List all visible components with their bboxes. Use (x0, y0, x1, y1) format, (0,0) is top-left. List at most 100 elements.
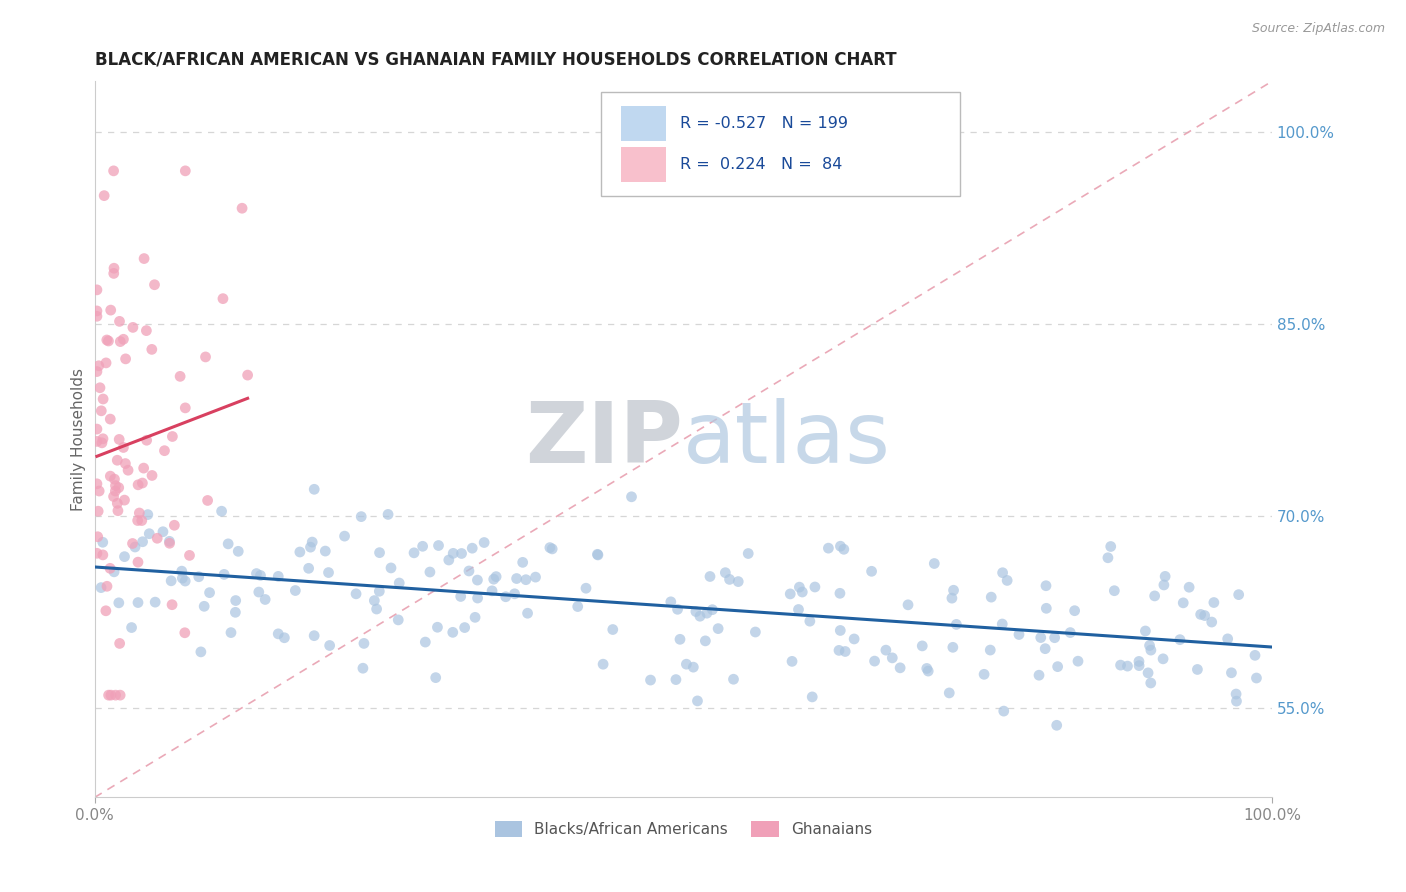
Point (1135, 624, 1157, 638)
Point (911, 639, 934, 653)
Point (108, 314, 131, 328)
Point (193, 599, 215, 614)
Point (1194, 608, 1216, 623)
Point (707, 622, 730, 636)
Point (160, 598, 183, 612)
Point (160, 574, 183, 588)
Point (718, 573, 741, 587)
Point (696, 606, 718, 620)
Point (387, 613, 409, 627)
Point (86, 546, 108, 560)
Point (1046, 718, 1069, 732)
Point (467, 591, 489, 605)
Point (128, 506, 150, 520)
Point (121, 621, 143, 635)
Point (897, 598, 920, 612)
Point (132, 461, 155, 475)
Point (1063, 604, 1085, 618)
Point (87, 504, 110, 518)
Point (586, 547, 609, 561)
Point (1104, 583, 1126, 598)
Point (1137, 665, 1160, 680)
Point (211, 504, 233, 518)
Point (945, 617, 967, 632)
Point (665, 673, 688, 687)
Point (512, 555, 534, 569)
Point (135, 324, 157, 338)
Point (107, 504, 129, 518)
Point (318, 566, 340, 580)
Point (112, 332, 135, 346)
Point (1035, 579, 1057, 593)
Point (226, 544, 249, 558)
Point (620, 490, 643, 504)
Point (190, 645, 212, 659)
Point (159, 536, 181, 550)
Point (415, 635, 437, 649)
Point (136, 508, 159, 522)
Point (89, 483, 111, 498)
Point (541, 541, 564, 556)
Point (104, 483, 127, 498)
Point (121, 536, 143, 550)
Point (114, 351, 136, 366)
Point (1139, 639, 1161, 653)
Point (575, 581, 598, 595)
Point (1246, 671, 1268, 685)
Point (450, 547, 472, 561)
Point (96, 333, 118, 347)
Point (402, 546, 425, 560)
Point (131, 534, 153, 549)
Point (980, 590, 1002, 604)
Point (425, 671, 447, 685)
Point (789, 580, 811, 594)
Point (174, 574, 197, 588)
Point (299, 540, 322, 554)
Point (366, 602, 388, 616)
Point (993, 704, 1015, 718)
Point (108, 596, 131, 610)
Point (1128, 658, 1150, 673)
Point (1187, 663, 1209, 677)
Point (426, 620, 449, 634)
Point (388, 576, 411, 591)
Point (91, 548, 114, 562)
Point (991, 617, 1014, 632)
Point (94, 604, 117, 618)
Point (314, 544, 336, 558)
Point (669, 632, 692, 647)
Point (1152, 652, 1174, 666)
Point (792, 585, 814, 599)
Point (224, 605, 246, 619)
Point (702, 602, 724, 616)
Point (377, 508, 399, 522)
Point (132, 252, 155, 266)
Point (212, 292, 235, 306)
Point (298, 561, 321, 575)
Point (135, 434, 157, 448)
Point (141, 343, 163, 357)
Point (441, 625, 464, 640)
Point (1029, 631, 1052, 645)
Point (363, 593, 385, 607)
Text: ZIP: ZIP (526, 398, 683, 481)
Point (97, 688, 120, 702)
Point (863, 654, 886, 668)
Point (860, 564, 883, 578)
Point (685, 605, 707, 619)
Point (801, 690, 824, 704)
Point (495, 590, 517, 604)
Text: atlas: atlas (683, 398, 891, 481)
Point (97, 334, 120, 348)
Point (127, 514, 149, 528)
Point (1046, 659, 1069, 673)
Point (122, 320, 145, 334)
Point (461, 541, 484, 556)
Point (1097, 550, 1119, 565)
Point (779, 587, 801, 601)
Point (503, 587, 526, 601)
Point (1140, 643, 1163, 657)
Point (1220, 665, 1243, 680)
Point (1059, 625, 1081, 640)
Point (231, 201, 253, 215)
